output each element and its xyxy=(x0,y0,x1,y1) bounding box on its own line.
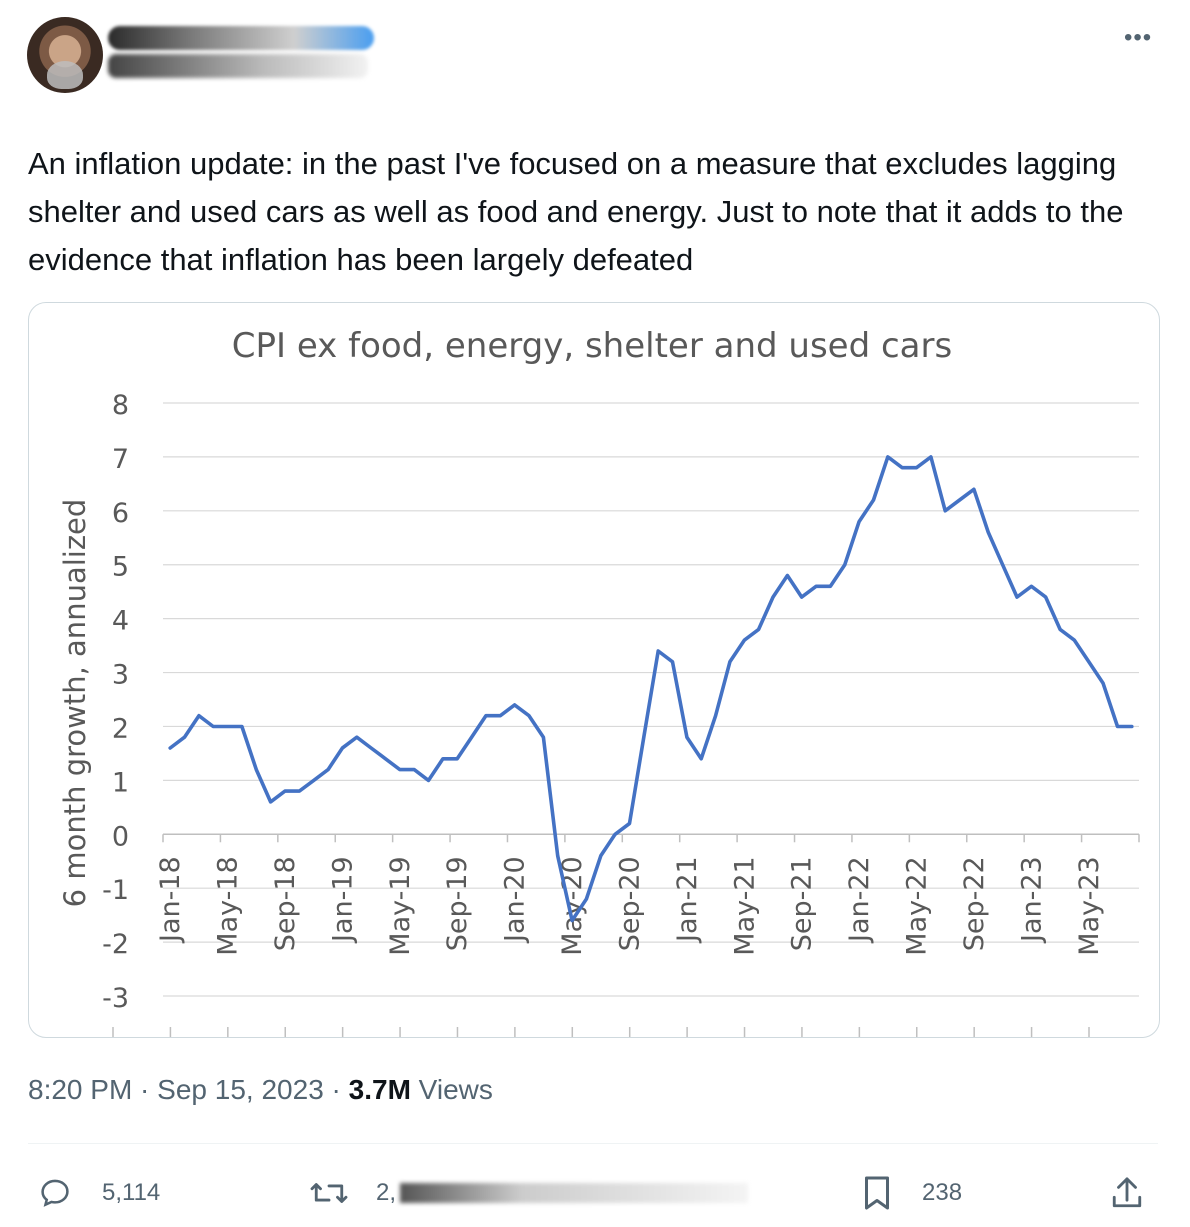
share-button[interactable] xyxy=(1106,1168,1148,1218)
y-tick-label: 7 xyxy=(112,444,129,475)
x-tick-labels: Jan-18 May-18 Sep-18 Jan-19 May-19 Sep-19 Jan-… xyxy=(155,856,1105,955)
x-tick-label: May-19 xyxy=(385,856,416,955)
y-tick-label: 2 xyxy=(112,713,129,744)
y-tick-label: 1 xyxy=(112,767,129,798)
share-upload-icon xyxy=(1106,1172,1148,1214)
meta-separator: · xyxy=(323,1074,349,1105)
y-tick-label: 5 xyxy=(112,552,129,583)
x-tick-label: Sep-18 xyxy=(270,856,301,951)
bookmark-icon xyxy=(856,1172,898,1214)
chart-image[interactable]: CPI ex food, energy, shelter and used ca… xyxy=(28,302,1160,1038)
retweet-count: 2, xyxy=(376,1179,397,1206)
x-tick-label: Jan-19 xyxy=(327,856,358,944)
y-tick-label: -1 xyxy=(102,875,129,906)
x-tick-label: Jan-22 xyxy=(844,856,875,944)
redacted-handle xyxy=(108,54,368,78)
x-tick-label: Sep-19 xyxy=(442,856,473,951)
tweet-time[interactable]: 8:20 PM xyxy=(28,1074,133,1105)
y-axis-label: 6 month growth, annualized xyxy=(58,499,92,908)
views-label: Views xyxy=(410,1074,493,1105)
x-tick-label: Jan-18 xyxy=(155,856,186,944)
y-tick-label: -2 xyxy=(102,929,129,960)
tweet-date[interactable]: Sep 15, 2023 xyxy=(157,1074,324,1105)
tweet-meta: 8:20 PM · Sep 15, 2023 · 3.7M Views xyxy=(28,1074,493,1106)
retweet-arrows-icon xyxy=(308,1172,350,1214)
y-tick-label: 3 xyxy=(112,660,129,691)
x-tick-label: May-18 xyxy=(213,856,244,955)
tweet-text: An inflation update: in the past I've fo… xyxy=(28,146,1124,277)
bookmark-count: 238 xyxy=(922,1179,963,1206)
views-count: 3.7M xyxy=(348,1074,411,1105)
x-tick-label: Sep-21 xyxy=(787,856,818,951)
y-tick-label: 6 xyxy=(112,498,129,529)
divider xyxy=(28,1143,1158,1144)
x-tick-label: May-22 xyxy=(902,856,933,955)
speech-bubble-icon xyxy=(34,1172,76,1214)
y-tick-label: 8 xyxy=(112,390,129,421)
y-tick-label: 4 xyxy=(112,606,129,637)
series-layer xyxy=(168,455,1134,923)
x-tick-label: May-23 xyxy=(1074,856,1105,955)
more-options-icon[interactable]: ••• xyxy=(1124,24,1153,51)
reply-count: 5,114 xyxy=(102,1179,161,1206)
x-tick-label: Sep-20 xyxy=(614,856,645,951)
line-chart: CPI ex food, energy, shelter and used ca… xyxy=(58,326,1140,1037)
x-tick-label: Jan-23 xyxy=(1016,856,1047,944)
chart-title: CPI ex food, energy, shelter and used ca… xyxy=(232,326,952,366)
meta-separator: · xyxy=(132,1074,158,1105)
y-tick-label: -3 xyxy=(102,983,129,1014)
redacted-retweet-count xyxy=(400,1183,749,1203)
reply-button[interactable]: 5,114 xyxy=(34,1168,160,1218)
bookmark-button[interactable]: 238 xyxy=(856,1168,962,1218)
retweet-button[interactable]: 2, xyxy=(308,1168,749,1218)
x-tick-label: May-21 xyxy=(729,856,760,955)
series-line xyxy=(168,455,1134,923)
y-tick-labels: 8 7 6 5 4 3 2 1 0 -1 -2 -3 xyxy=(102,390,129,1014)
x-tick-label: Sep-22 xyxy=(959,856,990,951)
y-tick-label: 0 xyxy=(112,821,129,852)
redacted-display-name[interactable] xyxy=(108,26,374,50)
x-tick-label: Jan-20 xyxy=(500,856,531,944)
avatar[interactable] xyxy=(27,17,103,93)
x-tick-label: Jan-21 xyxy=(672,856,703,944)
gridlines xyxy=(112,402,1140,1037)
